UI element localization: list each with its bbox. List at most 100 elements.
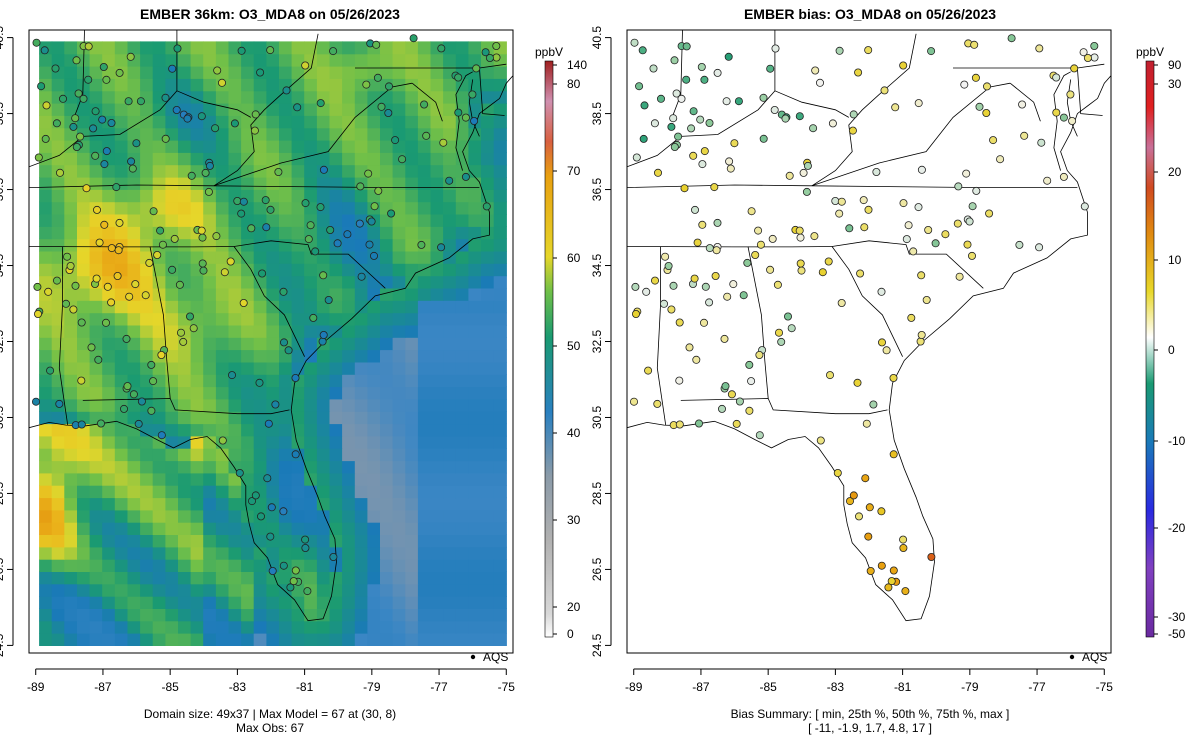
grid-cell xyxy=(266,226,280,240)
grid-cell xyxy=(228,583,242,597)
grid-cell xyxy=(481,164,495,178)
grid-cell xyxy=(114,287,128,301)
grid-cell xyxy=(279,423,293,437)
grid-cell xyxy=(417,41,432,55)
grid-cell xyxy=(140,53,154,67)
grid-cell xyxy=(417,140,432,153)
bias-site xyxy=(734,97,743,106)
grid-cell xyxy=(468,214,482,227)
aqs-site xyxy=(141,291,150,300)
grid-cell xyxy=(342,435,356,449)
grid-cell xyxy=(380,398,394,412)
bias-site xyxy=(953,219,962,228)
grid-cell xyxy=(392,571,406,585)
grid-cell xyxy=(493,534,507,548)
aqs-site xyxy=(470,117,479,126)
bias-site xyxy=(1059,172,1068,181)
grid-cell xyxy=(64,448,78,462)
grid-cell xyxy=(215,398,230,412)
bias-site xyxy=(891,103,900,112)
grid-cell xyxy=(468,509,482,523)
grid-cell xyxy=(203,66,217,79)
grid-cell xyxy=(279,300,293,314)
grid-cell xyxy=(203,312,217,326)
aqs-site xyxy=(384,82,393,91)
bias-site xyxy=(799,168,808,177)
grid-cell xyxy=(203,103,217,116)
grid-cell xyxy=(64,201,78,215)
grid-cell xyxy=(392,226,406,240)
grid-cell xyxy=(481,571,495,585)
grid-cell xyxy=(51,448,65,462)
grid-cell xyxy=(316,361,331,375)
grid-cell xyxy=(89,361,103,375)
grid-cell xyxy=(405,201,419,215)
grid-cell xyxy=(102,460,116,474)
grid-cell xyxy=(253,337,267,351)
grid-cell xyxy=(178,386,192,400)
grid-cell xyxy=(152,398,166,412)
x-tick-label: -87 xyxy=(94,680,112,694)
grid-cell xyxy=(114,127,128,141)
grid-cell xyxy=(241,583,255,597)
grid-cell xyxy=(140,115,154,129)
grid-cell xyxy=(354,238,368,252)
grid-cell xyxy=(417,571,432,585)
grid-cell xyxy=(178,361,192,375)
grid-cell xyxy=(190,177,204,190)
grid-cell xyxy=(304,152,318,166)
bias-site xyxy=(630,397,639,406)
grid-cell xyxy=(316,620,331,634)
aqs-site xyxy=(204,187,213,196)
grid-cell xyxy=(114,448,128,462)
grid-cell xyxy=(380,485,394,499)
grid-cell xyxy=(430,620,444,634)
grid-cell xyxy=(64,287,78,301)
grid-cell xyxy=(39,571,53,585)
grid-cell xyxy=(354,423,368,437)
grid-cell xyxy=(64,398,78,412)
aqs-site xyxy=(370,202,379,211)
grid-cell xyxy=(165,534,179,548)
grid-cell xyxy=(392,78,406,92)
grid-cell xyxy=(266,583,280,597)
grid-cell xyxy=(152,177,166,190)
coastline xyxy=(29,75,513,622)
grid-cell xyxy=(228,312,242,326)
grid-cell xyxy=(316,66,331,79)
aqs-site xyxy=(301,544,310,553)
grid-cell xyxy=(77,620,91,634)
bias-site xyxy=(795,112,804,121)
grid-cell xyxy=(380,337,394,351)
grid-cell xyxy=(443,398,457,412)
grid-cell xyxy=(64,633,78,646)
right-plot-frame xyxy=(626,29,1112,654)
grid-cell xyxy=(203,435,217,449)
grid-cell xyxy=(178,571,192,585)
grid-cell xyxy=(253,164,267,178)
colorbar-tick-label: 80 xyxy=(567,77,581,91)
grid-cell xyxy=(127,583,141,597)
grid-cell xyxy=(190,201,204,215)
grid-cell xyxy=(266,115,280,129)
grid-cell xyxy=(455,361,469,375)
bias-site xyxy=(837,197,846,206)
aqs-site xyxy=(251,110,260,119)
aqs-site xyxy=(77,420,86,429)
grid-cell xyxy=(316,386,331,400)
grid-cell xyxy=(304,324,318,338)
grid-cell xyxy=(392,300,406,314)
aqs-site xyxy=(41,134,50,143)
grid-cell xyxy=(329,374,343,388)
grid-cell xyxy=(266,140,280,153)
grid-cell xyxy=(190,275,204,289)
aqs-site xyxy=(286,583,295,592)
grid-cell xyxy=(354,460,368,474)
grid-cell xyxy=(417,300,432,314)
bias-site xyxy=(816,78,825,87)
grid-cell xyxy=(417,559,432,572)
grid-cell xyxy=(304,287,318,301)
grid-cell xyxy=(493,398,507,412)
grid-cell xyxy=(241,435,255,449)
grid-cell xyxy=(165,460,179,474)
